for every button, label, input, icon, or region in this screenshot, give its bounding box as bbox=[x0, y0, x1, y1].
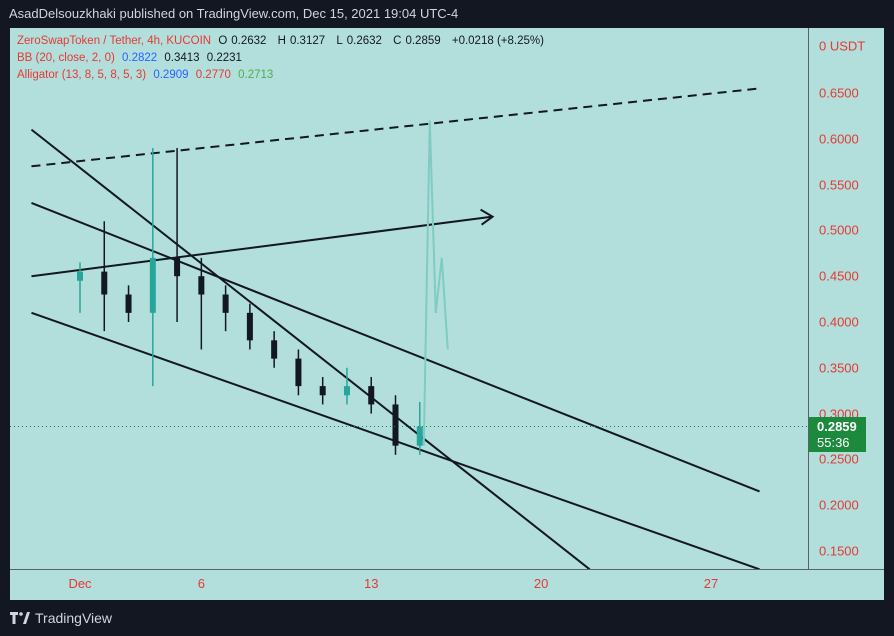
alligator-lips-value: 0.2713 bbox=[238, 69, 274, 81]
ohlc-low: L 0.2632 bbox=[336, 35, 382, 47]
projection-segment bbox=[422, 120, 431, 446]
trendline-1 bbox=[31, 215, 493, 278]
candle-body bbox=[198, 276, 205, 295]
price-tick-label: 0.2000 bbox=[819, 497, 859, 513]
bb-lower-value: 0.2231 bbox=[206, 52, 242, 64]
price-scale[interactable] bbox=[808, 28, 884, 569]
alligator-label: Alligator (13, 8, 5, 8, 5, 3) bbox=[17, 69, 147, 81]
price-tick-label: 0.1500 bbox=[819, 543, 859, 559]
ohlc-high: H 0.3127 bbox=[277, 35, 326, 47]
tradingview-footer[interactable]: TradingView bbox=[10, 607, 112, 629]
price-tick-label: 0.4000 bbox=[819, 314, 859, 330]
price-tick-label: 0.2500 bbox=[819, 451, 859, 467]
trendline-0 bbox=[31, 87, 760, 168]
time-tick-label: 6 bbox=[197, 576, 205, 591]
chart-pane[interactable] bbox=[10, 28, 884, 600]
bar-countdown: 55:36 bbox=[817, 435, 850, 450]
time-scale[interactable] bbox=[10, 569, 884, 600]
projection-segment bbox=[440, 257, 449, 350]
tradingview-brand: TradingView bbox=[35, 610, 113, 626]
time-tick-label: 27 bbox=[703, 576, 719, 591]
candle-body bbox=[392, 404, 399, 446]
bb-basis-value: 0.2822 bbox=[122, 52, 158, 64]
price-tick-label: 0.6500 bbox=[819, 85, 859, 101]
candle-body bbox=[125, 294, 132, 313]
candle-body bbox=[295, 358, 302, 387]
candle-body bbox=[77, 271, 83, 281]
candle-body bbox=[101, 271, 108, 295]
ohlc-close: C 0.2859 bbox=[393, 35, 441, 47]
bb-upper-value: 0.3413 bbox=[164, 52, 200, 64]
price-tick-label: 0.5500 bbox=[819, 177, 859, 193]
alligator-teeth-value: 0.2770 bbox=[195, 69, 231, 81]
candle-body bbox=[222, 294, 229, 313]
price-tick-label: 0.3500 bbox=[819, 360, 859, 376]
price-currency-label: 0 USDT bbox=[819, 38, 866, 54]
tradingview-logo-icon bbox=[10, 612, 30, 624]
candle-body bbox=[149, 257, 156, 313]
publisher-header: AsadDelsouzkhaki published on TradingVie… bbox=[9, 6, 459, 21]
last-price-value: 0.2859 bbox=[817, 419, 857, 434]
candle-body bbox=[174, 257, 181, 277]
symbol-legend-row: ZeroSwapToken / Tether, 4h, KUCOIN O 0.26… bbox=[17, 35, 548, 47]
ohlc-open: O 0.2632 bbox=[218, 35, 267, 47]
symbol-title: ZeroSwapToken / Tether, 4h, KUCOIN bbox=[17, 35, 212, 47]
time-tick-label: Dec bbox=[68, 576, 92, 591]
projection-segment bbox=[434, 257, 443, 313]
candle-body bbox=[343, 386, 350, 396]
price-tick-label: 0.5000 bbox=[819, 222, 859, 238]
price-tick-label: 0.4500 bbox=[819, 268, 859, 284]
projection-segment bbox=[428, 120, 437, 313]
candle-body bbox=[246, 312, 253, 341]
trendline-arrowhead bbox=[480, 208, 495, 226]
ohlc-change: +0.0218 (+8.25%) bbox=[451, 35, 544, 47]
alligator-jaw-value: 0.2909 bbox=[153, 69, 189, 81]
time-tick-label: 20 bbox=[533, 576, 549, 591]
bb-legend-row: BB (20, close, 2, 0) 0.2822 0.3413 0.223… bbox=[17, 52, 246, 64]
candle-body bbox=[319, 386, 326, 396]
candle-body bbox=[368, 386, 375, 405]
alligator-legend-row: Alligator (13, 8, 5, 8, 5, 3) 0.2909 0.2… bbox=[17, 69, 277, 81]
last-price-badge: 0.2859 55:36 bbox=[809, 417, 866, 452]
candle-body bbox=[271, 340, 278, 359]
trendline-4 bbox=[30, 128, 591, 569]
price-tick-label: 0.6000 bbox=[819, 131, 859, 147]
time-tick-label: 13 bbox=[363, 576, 379, 591]
bb-label: BB (20, close, 2, 0) bbox=[17, 52, 115, 64]
candle-body bbox=[416, 426, 423, 446]
